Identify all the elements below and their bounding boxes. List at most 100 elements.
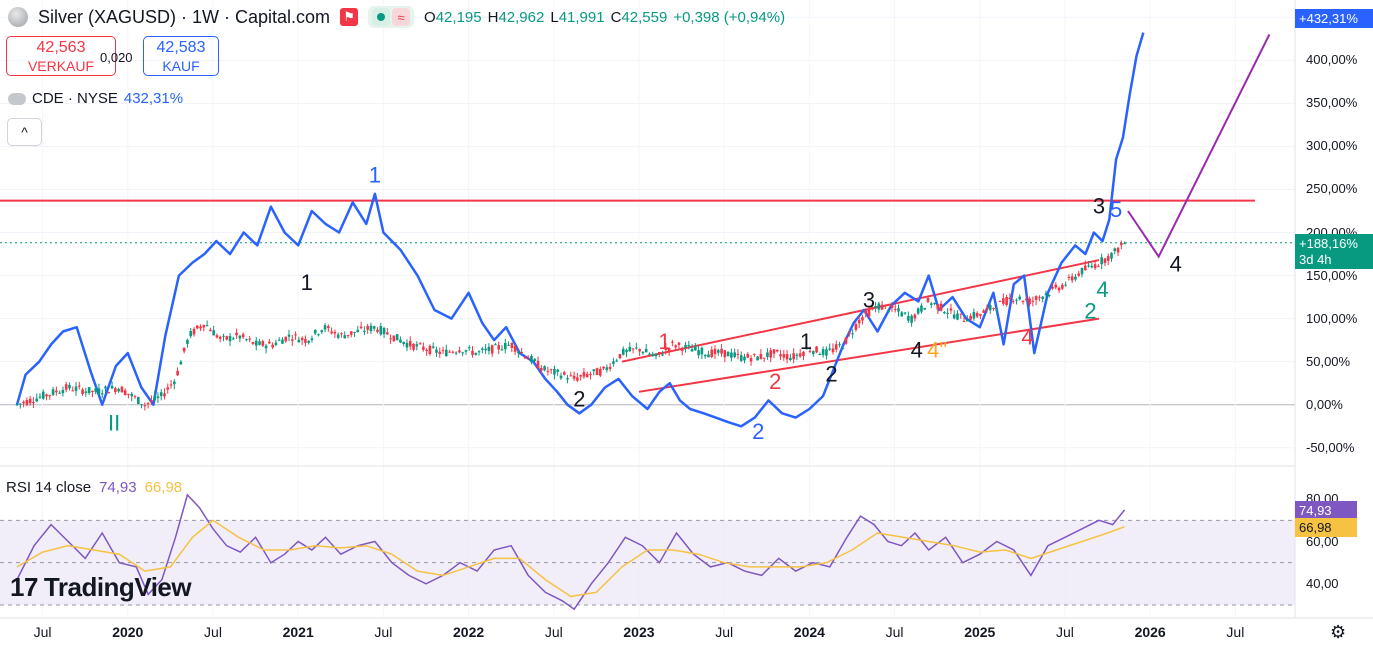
x-tick-label: Jul	[1226, 624, 1245, 640]
candle-body	[831, 348, 835, 353]
chart-title[interactable]: Silver (XAGUSD) · 1W · Capital.com	[38, 6, 331, 27]
candle-body	[454, 352, 458, 354]
candle-body	[657, 352, 661, 355]
candle-body	[864, 310, 868, 314]
candle-body	[808, 350, 812, 352]
wave-label: 2	[1084, 299, 1096, 324]
candle-body	[284, 336, 288, 342]
candle-body	[225, 336, 229, 340]
candle-body	[408, 340, 412, 347]
candle-body	[664, 347, 668, 350]
rsi-ma-line	[16, 519, 1125, 598]
candle-body	[182, 347, 186, 352]
candle-body	[992, 308, 995, 310]
candle-body	[87, 387, 91, 394]
candle-body	[1103, 258, 1107, 264]
settings-gear-icon[interactable]: ⚙	[1330, 622, 1347, 642]
compare-legend[interactable]: CDE · NYSE 432,31%	[8, 90, 183, 107]
candle-body	[694, 346, 697, 351]
candle-body	[602, 366, 605, 369]
wave-label: 1	[800, 329, 812, 354]
candle-body	[405, 342, 409, 348]
rsi-value: 74,93	[99, 479, 137, 496]
candle-body	[320, 330, 324, 333]
candle-body	[19, 403, 22, 405]
candle-body	[1028, 298, 1031, 305]
collapse-legend-button[interactable]: ^	[7, 118, 42, 146]
candle-body	[458, 350, 461, 353]
rsi-tick-label: 40,00	[1306, 575, 1339, 591]
candle-body	[120, 386, 124, 393]
x-tick-label: 2026	[1134, 624, 1166, 640]
x-tick-label: 2022	[453, 624, 485, 640]
candle-body	[943, 311, 946, 314]
y-tick-label: -50,00%	[1306, 439, 1355, 455]
candle-body	[582, 372, 586, 377]
compare-symbol-icon	[8, 92, 26, 105]
candle-body	[1051, 286, 1054, 289]
candle-body	[680, 348, 684, 351]
flag-icon[interactable]: ⚑	[340, 8, 359, 26]
candle-body	[451, 351, 455, 353]
candle-body	[97, 388, 101, 395]
candle-body	[543, 366, 546, 371]
candle-body	[1097, 265, 1100, 267]
candle-body	[232, 338, 235, 340]
candle-body	[690, 349, 694, 352]
candle-body	[910, 315, 913, 323]
candle-body	[107, 392, 111, 394]
candle-body	[150, 400, 153, 402]
candle-body	[71, 390, 75, 392]
candle-body	[186, 339, 189, 344]
candle-body	[828, 348, 831, 350]
buy-button[interactable]: 42,583 KAUF	[143, 36, 219, 76]
candle-body	[438, 351, 442, 354]
candle-body	[32, 401, 35, 404]
rsi-pane	[16, 493, 1126, 611]
candle-body	[1011, 301, 1015, 303]
candle-body	[907, 316, 910, 321]
x-tick-label: Jul	[544, 624, 563, 640]
candle-body	[487, 346, 491, 351]
sell-price: 42,563	[36, 39, 86, 56]
candle-body	[533, 359, 537, 361]
candle-body	[926, 297, 930, 302]
rsi-legend[interactable]: RSI 14 close 74,93 66,98	[6, 479, 182, 496]
change-value: +0,398 (+0,94%)	[673, 8, 786, 26]
y-tick-label: 0,00%	[1306, 396, 1343, 412]
candle-body	[572, 375, 576, 379]
candle-body	[445, 349, 448, 357]
channel-lines	[621, 259, 1100, 393]
candle-body	[792, 353, 795, 360]
candle-body	[448, 351, 451, 353]
candle-body	[546, 370, 550, 372]
candle-body	[825, 349, 828, 356]
candle-body	[654, 353, 658, 357]
candle-body	[844, 337, 848, 344]
candle-body	[209, 329, 212, 332]
price-badge: +432,31%	[1295, 9, 1373, 28]
candle-body	[962, 321, 966, 323]
candle-body	[140, 404, 143, 406]
market-status-pill[interactable]: ≈	[368, 6, 415, 28]
candle-body	[1061, 284, 1064, 289]
ohlc-values: O42,195 H42,962 L41,991 C42,559 +0,398 (…	[424, 8, 786, 26]
candle-body	[618, 354, 622, 359]
sell-button[interactable]: 42,563 VERKAUF	[6, 36, 116, 76]
candle-body	[431, 346, 435, 348]
candle-body	[346, 334, 350, 336]
candle-body	[562, 372, 566, 375]
candle-body	[1087, 265, 1090, 267]
candle-body	[848, 333, 851, 335]
sell-label: VERKAUF	[27, 58, 95, 74]
candle-body	[166, 387, 170, 390]
tradingview-logo[interactable]: 17 TradingView	[10, 572, 192, 603]
candle-body	[775, 350, 779, 352]
candle-body	[35, 398, 39, 402]
candle-body	[425, 349, 428, 352]
candle-body	[956, 313, 959, 320]
candle-body	[258, 341, 261, 345]
price-badge: 3d 4h	[1295, 250, 1373, 269]
